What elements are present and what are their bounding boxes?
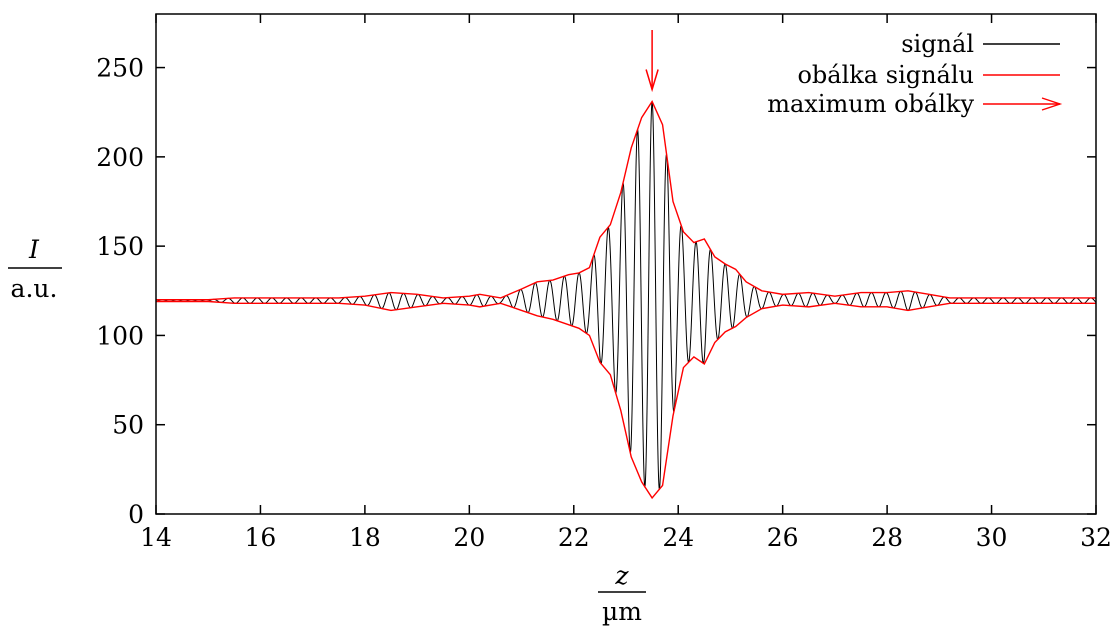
x-axis-label: z: [614, 561, 629, 590]
y-tick-label: 200: [96, 143, 144, 172]
y-axis-label: I: [28, 235, 40, 264]
axes: 14 16 18 20 22 24 26 28 30 32 0 50 100 150 200 250: [96, 13, 1110, 552]
x-tick-label: 22: [558, 523, 590, 552]
x-axis-unit: µm: [602, 597, 642, 626]
x-tick-label: 28: [871, 523, 903, 552]
y-tick-label: 150: [96, 232, 144, 261]
plot-frame: [155, 13, 1097, 515]
x-tick-label: 20: [453, 523, 485, 552]
y-tick-label: 50: [112, 411, 144, 440]
y-tick-label: 250: [96, 54, 144, 83]
y-tick-label: 100: [96, 321, 144, 350]
x-tick-label: 18: [349, 523, 381, 552]
x-tick-label: 26: [767, 523, 799, 552]
signal-line: [155, 101, 1097, 490]
plot-area: [155, 30, 1097, 500]
legend-label: obálka signálu: [797, 61, 974, 89]
x-tick-label: 14: [140, 523, 172, 552]
maximum-arrow-head: [645, 69, 659, 93]
y-tick-label: 0: [128, 500, 144, 529]
y-axis-unit: a.u.: [11, 274, 58, 303]
x-tick-label: 30: [976, 523, 1008, 552]
legend-label: maximum obálky: [767, 90, 974, 118]
axis-labels: I a.u. z µm: [8, 235, 646, 626]
x-tick-label: 24: [662, 523, 694, 552]
x-tick-label: 32: [1080, 523, 1110, 552]
legend-arrow-head: [1041, 97, 1063, 111]
x-tick-label: 16: [245, 523, 277, 552]
envelope-upper-line: [156, 100, 1096, 301]
legend-label: signál: [901, 30, 974, 58]
envelope-lower-line: [156, 300, 1096, 500]
